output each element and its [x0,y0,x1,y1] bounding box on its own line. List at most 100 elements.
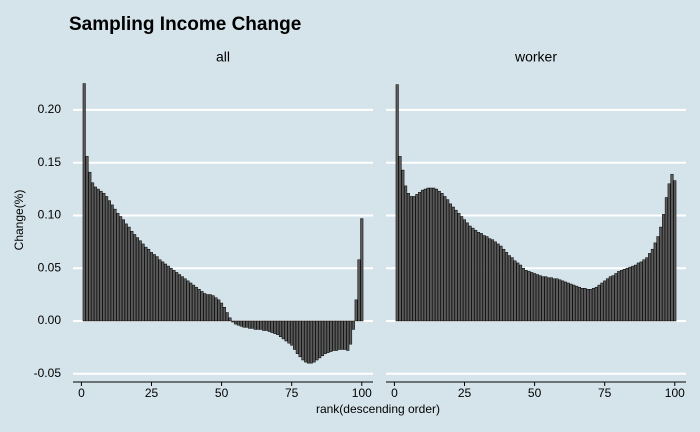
bar [276,320,280,335]
bar [600,282,604,322]
bar [82,83,86,322]
x-tick-label: 50 [215,386,229,400]
bar [270,320,274,333]
bar [446,199,450,322]
bar [141,243,145,322]
bar [561,280,565,322]
bar [110,204,114,322]
bar [189,282,193,322]
bar [634,264,638,322]
bar [217,299,221,322]
bar [298,320,302,358]
bar [357,259,361,322]
bar [555,278,559,322]
bar [471,227,475,322]
bar [149,252,154,322]
bar [304,320,308,363]
y-tick-label: 0.15 [38,155,62,169]
bar [667,183,671,322]
bar [499,245,503,322]
bar [631,265,635,322]
bar [434,188,438,322]
bar [323,320,327,354]
facet-label: worker [514,49,557,65]
bar [113,208,117,322]
bar [116,213,120,322]
bar [659,226,663,322]
bar [166,265,170,322]
bar [597,284,601,322]
bar [262,320,266,331]
bar [119,216,123,322]
bar [172,270,176,322]
bar [301,320,305,361]
bar [617,271,621,322]
bar [468,225,472,322]
y-tick-label: 0.00 [38,313,62,327]
bar [144,246,148,322]
bar [231,320,235,323]
bar [432,187,436,322]
bar [175,272,179,322]
bar [329,320,333,352]
bar [273,320,277,334]
y-tick-label: 0.20 [38,102,62,116]
bar [264,320,268,331]
bar [603,280,607,322]
bar [664,197,668,322]
bar [426,187,430,322]
bar [429,187,433,322]
bar [91,182,95,322]
bar [496,243,500,322]
bar [454,209,458,322]
bar [351,320,355,330]
bar [524,270,528,322]
bar [236,320,240,326]
bar [580,288,584,322]
bar [349,320,353,345]
bar [513,260,517,322]
bar [662,214,666,322]
bar [155,256,159,322]
bar [493,241,497,322]
bar [192,284,196,322]
x-tick-label: 50 [528,386,542,400]
bar [346,320,350,351]
bar [448,203,452,322]
bar [335,320,339,351]
bar [253,320,257,330]
bar [360,218,364,322]
bar [620,270,624,322]
bar [533,273,537,322]
bar [642,259,646,322]
bar [673,180,677,322]
bar [474,229,478,322]
bar [502,248,506,322]
bar [420,189,424,322]
bar [409,196,413,322]
bar [527,271,531,322]
bar [656,236,660,322]
bar [105,196,109,322]
bar [222,306,226,322]
bar [337,320,341,350]
bar [488,238,492,322]
bar [96,188,100,322]
bar [398,156,402,322]
bar [625,267,629,322]
bar [412,196,416,322]
bar [208,294,212,322]
bar [479,233,483,322]
y-tick-label: 0.05 [38,260,62,274]
bar [544,276,548,322]
bar [614,273,618,322]
bar [415,194,419,322]
bar [443,196,447,322]
bar [636,262,640,322]
bar [250,320,254,329]
bar [284,320,288,342]
bar [332,320,336,351]
y-tick-label: -0.05 [34,366,62,380]
bar [318,320,322,359]
